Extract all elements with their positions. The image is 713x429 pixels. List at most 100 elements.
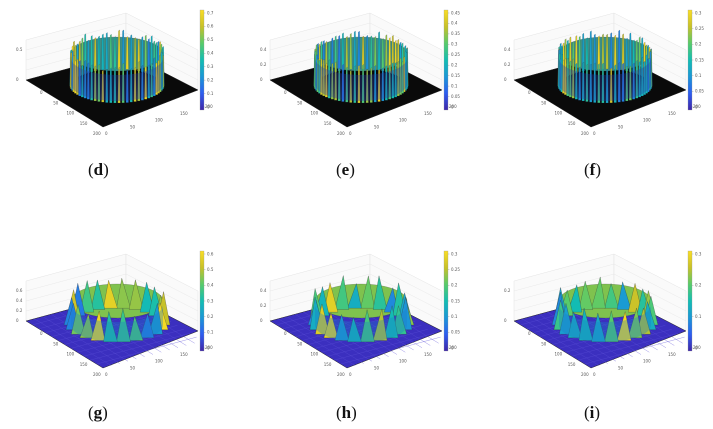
surface-spike	[643, 60, 646, 95]
y-tick-label: 200	[693, 345, 701, 350]
z-tick-label: 0.4	[260, 288, 267, 293]
z-tick-label: 0	[16, 77, 19, 82]
surface-spike	[327, 59, 331, 99]
z-tick-label: 0	[16, 318, 19, 323]
surface-plot-i: 0 0.2 200 150 100 50 0 0 50 100 150 200 0.3 0.2 0.1 0	[496, 246, 706, 386]
colorbar-tick-label: 0.3	[695, 10, 702, 15]
x-tick-label: 200	[93, 131, 101, 136]
surface-spike	[150, 63, 154, 98]
surface-spike	[97, 64, 101, 102]
colorbar-tick-label: 0.2	[451, 283, 458, 288]
y-tick-label: 0	[105, 131, 108, 136]
grid-line	[269, 22, 443, 61]
surface-spike	[384, 65, 388, 101]
surface-facet	[116, 308, 131, 342]
y-tick-label: 150	[180, 111, 188, 116]
surface-spike	[394, 62, 398, 98]
surface-spike	[334, 61, 338, 101]
colorbar-tick-label: 0.15	[695, 57, 704, 62]
surface-spike	[564, 58, 567, 95]
z-tick-label: 0.2	[16, 308, 23, 313]
surface-body-shading	[315, 305, 407, 342]
surface-spike	[597, 63, 601, 103]
y-tick-label: 150	[668, 352, 676, 357]
surface-facet	[578, 281, 594, 310]
surface-spike	[566, 57, 570, 97]
colorbar	[443, 9, 449, 111]
colorbar-tick-label: 0.2	[207, 314, 214, 319]
surface-spike	[157, 59, 160, 94]
x-tick-label: 50	[297, 341, 303, 346]
colorbar	[199, 9, 205, 111]
colorbar-tick-label: 0	[451, 345, 454, 350]
colorbar-tick-label: 0.1	[695, 73, 702, 78]
y-tick-label: 150	[668, 111, 676, 116]
grid-line	[513, 273, 687, 312]
surface-spike	[117, 66, 121, 104]
y-tick-label: 150	[424, 111, 432, 116]
x-tick-label: 0	[284, 331, 287, 336]
colorbar-tick-label: 0.4	[207, 51, 214, 56]
x-tick-label: 0	[284, 90, 287, 95]
y-tick-label: 0	[105, 372, 108, 377]
surface-facet	[334, 314, 350, 341]
surface-spike	[589, 63, 593, 103]
x-tick-label: 200	[337, 131, 345, 136]
surface-facet	[383, 305, 399, 338]
colorbar-tick-label: 0	[207, 345, 210, 350]
surface-spike	[109, 67, 113, 103]
y-tick-label: 100	[643, 359, 651, 364]
colorbar-tick-label: 0.3	[695, 251, 702, 256]
surface-spike	[396, 61, 400, 97]
x-tick-label: 50	[297, 100, 303, 105]
surface-facet	[604, 283, 619, 309]
y-tick-label: 0	[593, 131, 596, 136]
colorbar-tick-label: 0.4	[451, 21, 458, 26]
surface-facet	[79, 313, 95, 338]
surface-spike	[593, 62, 597, 103]
grid-line	[25, 22, 199, 61]
surface-spike	[357, 64, 361, 104]
surface-spike	[640, 56, 644, 97]
colorbar-tick-label: 0.2	[695, 42, 702, 47]
surface-spike	[609, 67, 613, 103]
y-tick-label: 100	[399, 359, 407, 364]
colorbar-tick-label: 0.05	[451, 330, 460, 335]
y-tick-label: 50	[130, 365, 136, 370]
surface-spike	[571, 58, 575, 99]
grid-line	[269, 32, 443, 71]
z-tick-label: 0.2	[260, 62, 267, 67]
y-tick-label: 50	[618, 365, 624, 370]
surface-spike	[388, 64, 392, 100]
surface-spike	[369, 67, 373, 103]
surface-spike	[625, 65, 629, 102]
y-tick-label: 100	[155, 359, 163, 364]
x-tick-label: 50	[541, 100, 547, 105]
colorbar-tick-label: 0.7	[207, 10, 214, 15]
x-tick-label: 150	[80, 362, 88, 367]
x-tick-label: 0	[40, 90, 43, 95]
surface-spike	[578, 66, 582, 101]
surface-spike	[155, 62, 158, 95]
surface-body-shading	[559, 58, 651, 101]
y-tick-label: 0	[349, 372, 352, 377]
surface-spike	[613, 64, 617, 103]
surface-spike	[322, 59, 326, 97]
colorbar-tick-label: 0.1	[207, 330, 214, 335]
x-tick-label: 200	[93, 372, 101, 377]
x-tick-label: 100	[67, 111, 75, 116]
z-tick-label: 0	[504, 77, 507, 82]
surface-spike	[147, 64, 151, 99]
floor-mesh-line	[340, 336, 441, 365]
surface-spike	[401, 61, 404, 94]
surface-body-shading	[71, 305, 163, 342]
x-tick-label: 200	[581, 131, 589, 136]
colorbar-tick-label: 0.05	[695, 89, 704, 94]
z-tick-label: 0	[260, 318, 263, 323]
colorbar-tick-label: 0.15	[451, 73, 460, 78]
surface-facet	[334, 275, 350, 310]
surface-facet	[372, 308, 388, 341]
floor-mesh-line	[96, 336, 197, 365]
z-tick-label: 0.4	[260, 47, 267, 52]
x-tick-label: 100	[67, 352, 75, 357]
